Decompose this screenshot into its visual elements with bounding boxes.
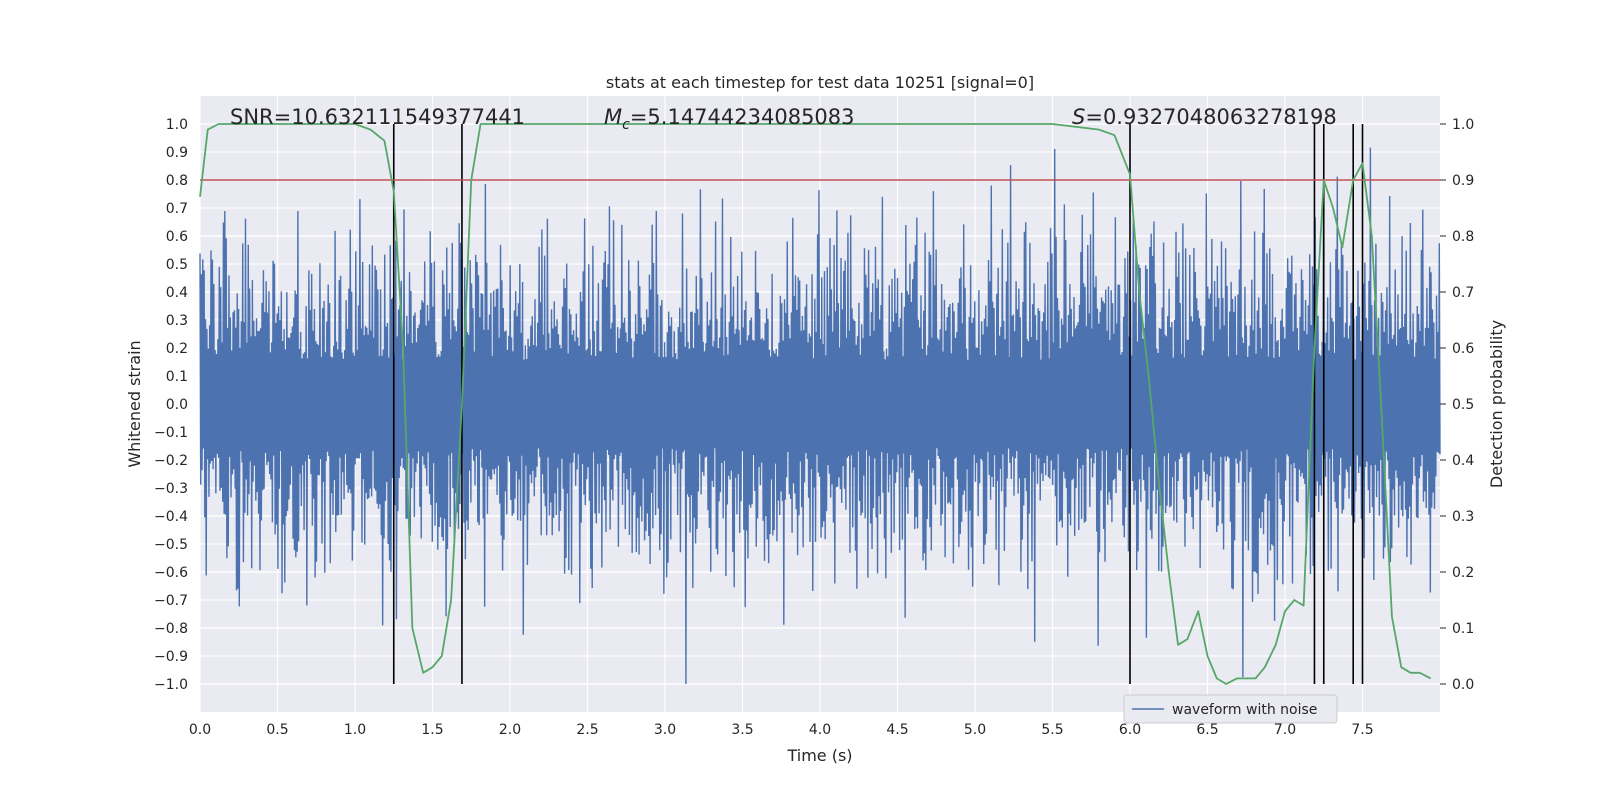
- y2-tick-label: 1.0: [1452, 117, 1474, 133]
- y2-tick-label: 0.8: [1452, 229, 1474, 245]
- x-tick-label: 4.0: [809, 722, 831, 738]
- y-tick-label: 0.9: [166, 145, 188, 161]
- chirp-mass-value: =5.14744234085083: [630, 105, 855, 129]
- x-tick-label: 6.0: [1119, 722, 1141, 738]
- legend-box: [1123, 694, 1338, 724]
- x-axis-ticks: 0.0 0.5 1.0 1.5 2.0 2.5 3.0 3.5 4.0 4.5 5.0 5.5 6.0 6…: [189, 722, 1374, 738]
- y2-tick-label: 0.5: [1452, 397, 1474, 413]
- y2-tick-label: 0.6: [1452, 341, 1474, 357]
- s-symbol: S: [1072, 105, 1085, 129]
- x-tick-label: 5.5: [1041, 722, 1063, 738]
- probability-line: [199, 123, 1432, 685]
- x-tick-label: 0.0: [189, 722, 211, 738]
- y-tick-label: 0.8: [166, 173, 188, 189]
- waveform-series: [199, 147, 1441, 685]
- y2-axis-ticks: 0.0 0.1 0.2 0.3 0.4 0.5 0.6 0.7 0.8 0.9 1.0: [1440, 117, 1474, 693]
- y-tick-label: 0.5: [166, 257, 188, 273]
- y-tick-label: 0.4: [166, 285, 188, 301]
- x-tick-label: 5.0: [964, 722, 986, 738]
- y-tick-label: −0.3: [154, 481, 188, 497]
- y2-axis-label: Detection probability: [1487, 320, 1506, 488]
- y-tick-label: 0.1: [166, 369, 188, 385]
- x-tick-label: 0.5: [266, 722, 288, 738]
- x-tick-label: 7.0: [1274, 722, 1296, 738]
- x-tick-label: 1.0: [344, 722, 366, 738]
- y-tick-label: −0.1: [154, 425, 188, 441]
- x-tick-label: 3.0: [654, 722, 676, 738]
- y-tick-label: −0.8: [154, 621, 188, 637]
- y2-tick-label: 0.3: [1452, 509, 1474, 525]
- y-tick-label: 0.6: [166, 229, 188, 245]
- y-tick-label: −0.7: [154, 593, 188, 609]
- y-axis-ticks: −1.0 −0.9 −0.8 −0.7 −0.6 −0.5 −0.4 −0.3 −0.2 −0.1…: [154, 117, 188, 693]
- s-value: =0.9327048063278198: [1085, 105, 1336, 129]
- y2-tick-label: 0.4: [1452, 453, 1474, 469]
- y-tick-label: −0.9: [154, 649, 188, 665]
- probability-series: [199, 123, 1432, 685]
- s-annotation: S=0.9327048063278198: [1072, 105, 1337, 129]
- waveform-line: [199, 147, 1441, 685]
- chirp-mass-symbol: M: [604, 105, 622, 129]
- y-tick-label: 1.0: [166, 117, 188, 133]
- y-axis-label: Whitened strain: [125, 340, 144, 467]
- legend: waveform with noise: [1123, 694, 1338, 724]
- x-tick-label: 7.5: [1351, 722, 1373, 738]
- snr-annotation: SNR=10.632111549377441: [230, 105, 525, 129]
- y2-tick-label: 0.9: [1452, 173, 1474, 189]
- x-tick-label: 2.5: [576, 722, 598, 738]
- y2-tick-label: 0.2: [1452, 565, 1474, 581]
- chirp-mass-subscript: c: [622, 117, 630, 133]
- legend-label-waveform: waveform with noise: [1172, 702, 1317, 718]
- y-tick-label: 0.7: [166, 201, 188, 217]
- vertical-markers: [392, 124, 1364, 684]
- chirp-mass-annotation: Mc=5.14744234085083: [604, 105, 855, 133]
- y-tick-label: −0.2: [154, 453, 188, 469]
- x-tick-label: 2.0: [499, 722, 521, 738]
- y-tick-label: −0.4: [154, 509, 188, 525]
- x-axis-label: Time (s): [786, 746, 852, 765]
- y2-tick-label: 0.1: [1452, 621, 1474, 637]
- y-tick-label: −0.6: [154, 565, 188, 581]
- y2-tick-label: 0.0: [1452, 677, 1474, 693]
- y-tick-label: 0.0: [166, 397, 188, 413]
- y-tick-label: −1.0: [154, 677, 188, 693]
- x-tick-label: 6.5: [1196, 722, 1218, 738]
- y-tick-label: 0.2: [166, 341, 188, 357]
- y-tick-label: 0.3: [166, 313, 188, 329]
- x-tick-label: 1.5: [421, 722, 443, 738]
- chart-title: stats at each timestep for test data 102…: [606, 73, 1034, 92]
- y2-tick-label: 0.7: [1452, 285, 1474, 301]
- x-tick-label: 4.5: [886, 722, 908, 738]
- y-tick-label: −0.5: [154, 537, 188, 553]
- x-tick-label: 3.5: [731, 722, 753, 738]
